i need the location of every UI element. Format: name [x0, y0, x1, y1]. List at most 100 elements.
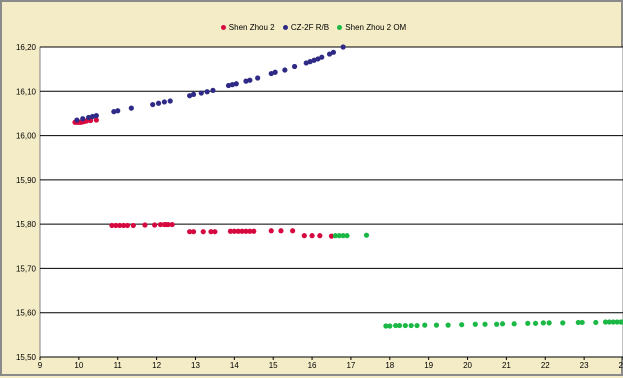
data-point-series-1: [120, 222, 127, 229]
data-point-series-3: [540, 320, 546, 326]
data-point-series-3: [433, 322, 440, 328]
x-tick-label: 23: [580, 361, 589, 370]
data-point-series-2: [210, 87, 216, 93]
data-point-series-3: [393, 322, 399, 329]
data-point-series-2: [326, 51, 333, 57]
data-point-series-1: [212, 229, 218, 235]
data-point-series-3: [546, 320, 552, 326]
data-point-series-1: [268, 228, 274, 234]
data-point-series-3: [336, 233, 342, 239]
data-point-series-1: [169, 221, 175, 228]
data-point-series-3: [459, 322, 465, 328]
data-point-series-2: [229, 82, 235, 88]
data-point-series-3: [532, 320, 539, 326]
data-point-series-1: [290, 228, 296, 234]
data-point-series-3: [606, 319, 612, 325]
data-point-series-3: [402, 322, 408, 329]
legend-label: Shen Zhou 2: [228, 23, 275, 32]
data-point-series-1: [124, 222, 131, 229]
x-tick-label: 14: [230, 361, 239, 370]
data-point-series-1: [200, 229, 206, 235]
data-point-series-3: [602, 319, 609, 325]
data-point-series-2: [247, 77, 253, 83]
y-tick-label: 16,20: [16, 43, 37, 52]
data-point-series-2: [340, 44, 346, 50]
data-point-series-2: [315, 56, 321, 62]
data-point-series-3: [511, 321, 517, 327]
data-point-series-3: [579, 319, 585, 326]
x-tick-label: 17: [346, 361, 355, 370]
y-tick-label: 15,70: [16, 264, 37, 273]
data-point-series-2: [115, 108, 121, 114]
x-tick-label: 13: [191, 361, 200, 370]
legend-item-shen-zhou-2: Shen Zhou 2: [220, 23, 275, 32]
x-tick-label: 11: [114, 361, 123, 370]
data-point-series-1: [231, 228, 237, 234]
data-point-series-1: [113, 222, 119, 229]
legend-marker: [282, 25, 288, 31]
x-tick-label: 24: [619, 361, 623, 370]
data-point-series-2: [85, 114, 92, 121]
data-point-series-3: [387, 323, 393, 329]
y-tick-label: 16,10: [16, 87, 37, 96]
data-point-series-2: [291, 63, 298, 70]
data-point-series-1: [93, 117, 99, 123]
data-point-series-3: [610, 319, 616, 325]
data-point-series-2: [111, 109, 117, 115]
x-tick-label: 22: [541, 361, 550, 370]
data-point-series-2: [74, 117, 80, 123]
data-point-series-1: [278, 228, 284, 234]
x-tick-label: 18: [385, 361, 394, 370]
x-tick-label: 9: [38, 361, 43, 370]
data-point-series-2: [255, 75, 261, 81]
data-point-series-3: [332, 233, 338, 239]
x-tick-label: 12: [152, 361, 161, 370]
legend-item-cz-2f-rb: CZ-2F R/B: [282, 23, 329, 32]
data-point-series-2: [150, 101, 156, 108]
chart-legend: Shen Zhou 2 CZ-2F R/B Shen Zhou 2 OM: [2, 23, 623, 32]
data-point-series-3: [363, 232, 370, 238]
x-tick-label: 20: [463, 361, 472, 370]
data-point-series-3: [482, 321, 488, 327]
data-point-series-1: [165, 221, 171, 228]
data-point-series-2: [233, 81, 239, 87]
y-tick-label: 15,50: [16, 353, 37, 362]
y-tick-label: 15,90: [16, 176, 37, 185]
data-point-series-2: [167, 98, 173, 104]
data-point-series-3: [445, 322, 451, 328]
data-point-series-1: [157, 221, 164, 228]
y-tick-label: 15,80: [16, 220, 37, 229]
data-point-series-3: [472, 321, 478, 327]
legend-label: Shen Zhou 2 OM: [345, 23, 407, 32]
data-point-series-1: [130, 222, 136, 229]
data-point-series-2: [225, 82, 232, 89]
data-point-series-3: [396, 322, 403, 329]
data-point-series-1: [309, 233, 315, 239]
x-tick-label: 16: [308, 361, 317, 370]
data-point-series-2: [319, 54, 325, 60]
x-tick-label: 15: [269, 361, 278, 370]
data-point-series-2: [204, 89, 210, 95]
data-point-series-2: [89, 113, 96, 120]
x-tick-label: 10: [74, 361, 83, 370]
data-point-series-1: [190, 229, 197, 235]
data-point-series-2: [190, 91, 197, 97]
data-point-series-2: [243, 78, 249, 84]
legend-item-shen-zhou-2-om: Shen Zhou 2 OM: [337, 23, 406, 32]
data-point-series-3: [620, 319, 623, 325]
data-point-series-3: [340, 233, 346, 239]
data-point-series-1: [235, 228, 241, 234]
data-point-series-1: [247, 228, 253, 234]
data-point-series-2: [282, 67, 288, 73]
data-point-series-2: [128, 105, 134, 111]
legend-marker: [220, 25, 226, 31]
data-point-series-1: [227, 228, 234, 234]
data-point-series-2: [155, 100, 162, 106]
data-point-series-3: [414, 322, 420, 329]
plot-area: [39, 46, 623, 358]
data-point-series-1: [243, 228, 249, 234]
x-tick-label: 21: [502, 361, 511, 370]
data-point-series-3: [560, 320, 566, 326]
